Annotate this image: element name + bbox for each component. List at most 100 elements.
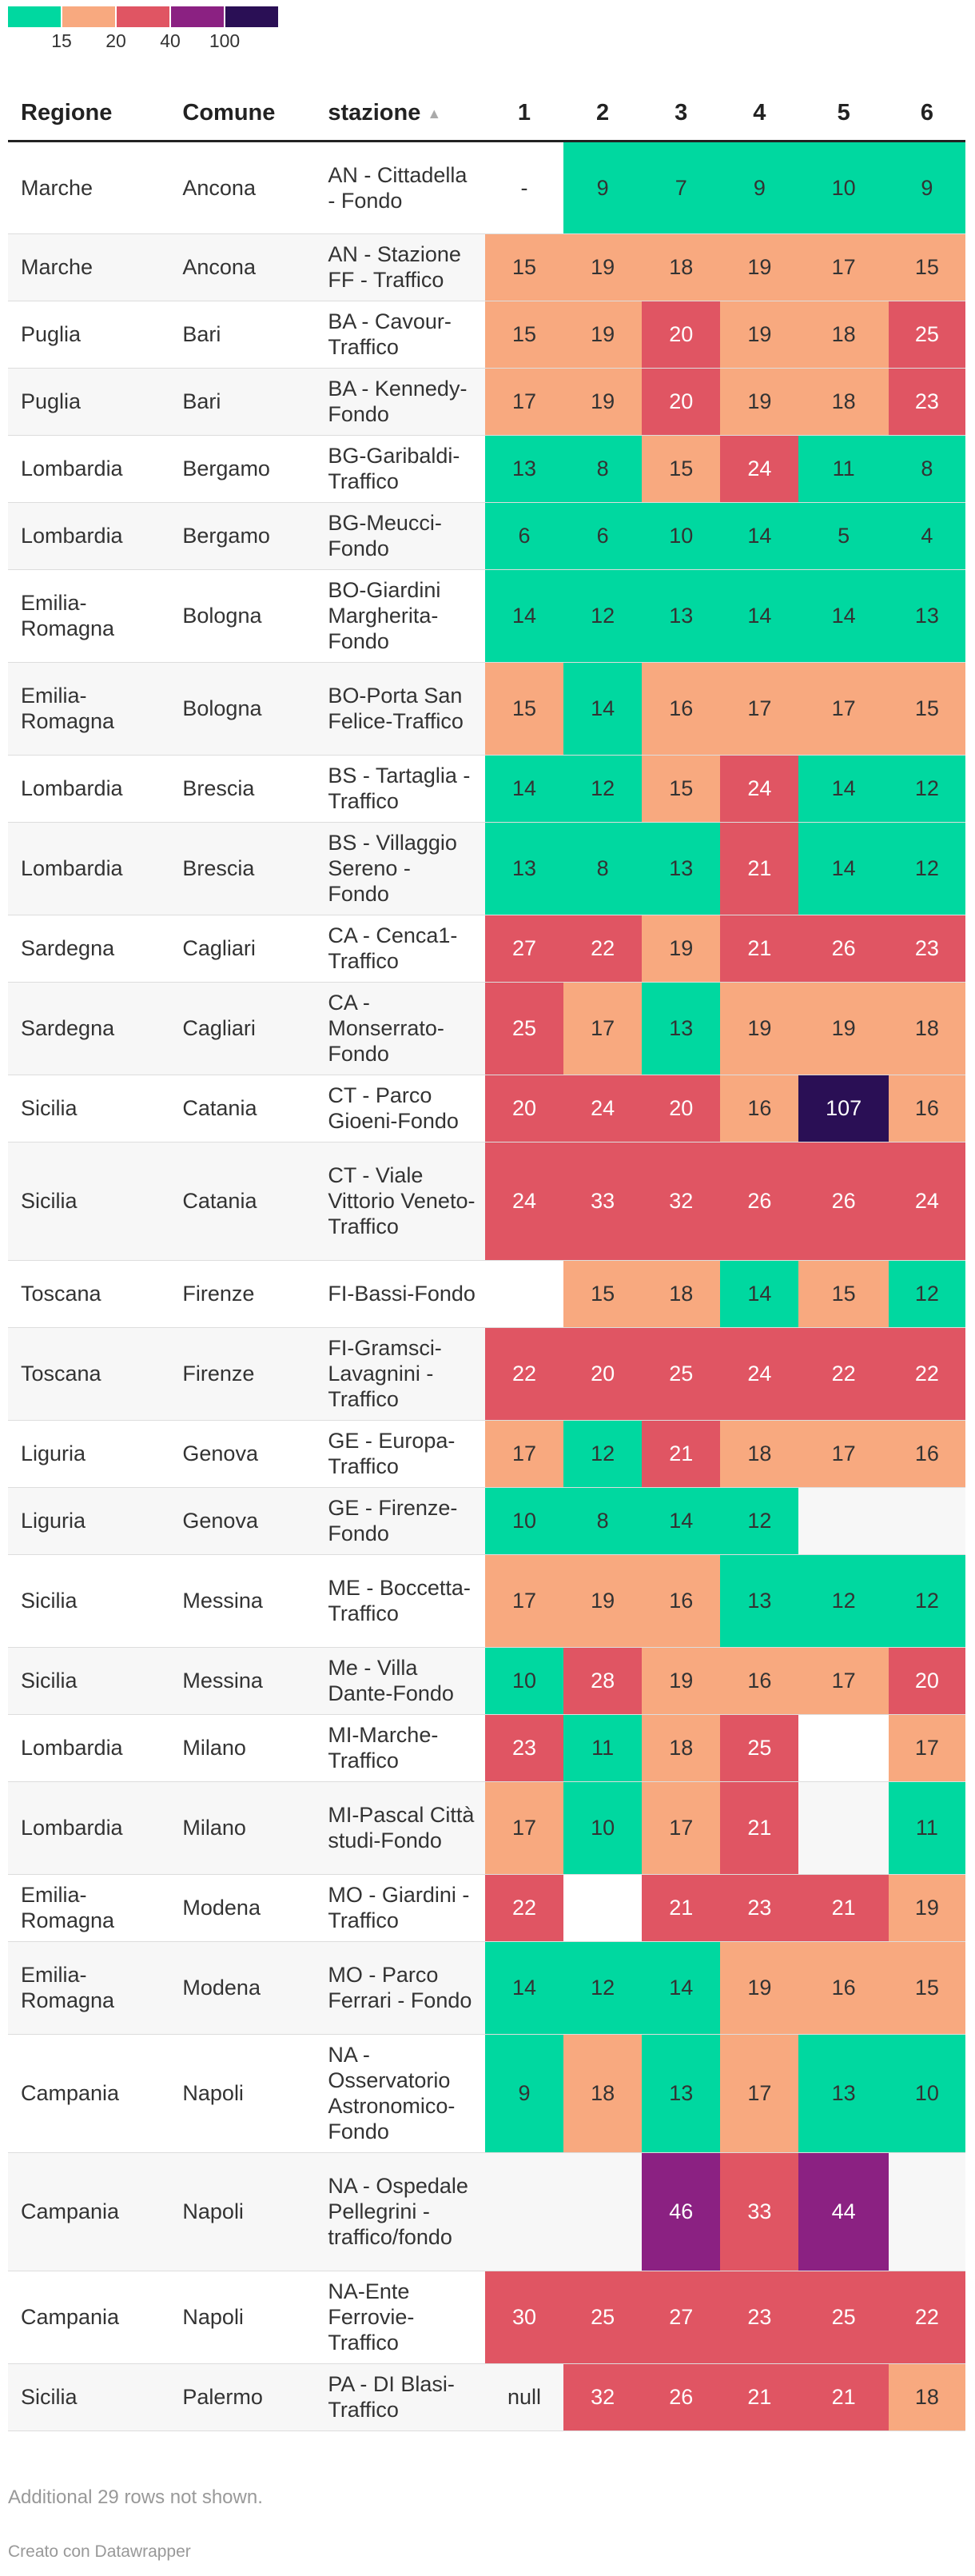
cell-comune: Bergamo	[169, 502, 316, 570]
cell-value-4: 9	[720, 141, 799, 234]
cell-comune: Bari	[169, 368, 316, 436]
legend-tick-label: 40	[160, 30, 181, 51]
table-row: Lombardia Bergamo BG-Garibaldi-Traffico 13 8…	[8, 435, 965, 503]
column-header-comune[interactable]: Comune	[169, 86, 316, 142]
cell-value-4: 23	[720, 1874, 799, 1942]
legend-tick-label: 20	[105, 30, 126, 51]
cell-value-3: 15	[642, 435, 721, 503]
cell-value-4: 17	[720, 2034, 799, 2153]
table-row: Sicilia Palermo PA - DI Blasi-Traffico null…	[8, 2363, 965, 2431]
cell-comune: Bari	[169, 301, 316, 369]
cell-value-5: 15	[798, 1260, 889, 1328]
cell-value-3: 10	[642, 502, 721, 570]
cell-value-6	[888, 2152, 965, 2271]
cell-regione: Campania	[8, 2271, 170, 2364]
table-row: Toscana Firenze FI-Gramsci-Lavagnini - Tra…	[8, 1327, 965, 1421]
table-row: Emilia-Romagna Bologna BO-Giardini Margher…	[8, 569, 965, 663]
cell-value-5: 107	[798, 1075, 889, 1142]
column-header-2[interactable]: 2	[563, 86, 643, 142]
cell-value-3: 18	[642, 1714, 721, 1782]
table-row: Emilia-Romagna Bologna BO-Porta San Felice…	[8, 662, 965, 756]
cell-value-3: 27	[642, 2271, 721, 2364]
cell-stazione: CA - Cenca1-Traffico	[315, 915, 485, 983]
cell-value-5: 11	[798, 435, 889, 503]
cell-value-2: 8	[563, 822, 643, 915]
legend-swatch	[171, 6, 224, 27]
cell-comune: Brescia	[169, 822, 316, 915]
column-header-regione[interactable]: Regione	[8, 86, 170, 142]
table-row: Sardegna Cagliari CA - Monserrato-Fondo 25 1…	[8, 982, 965, 1075]
cell-value-3: 7	[642, 141, 721, 234]
cell-value-3: 13	[642, 2034, 721, 2153]
cell-comune: Messina	[169, 1554, 316, 1648]
cell-value-4: 24	[720, 1327, 799, 1421]
cell-value-3: 19	[642, 1647, 721, 1715]
cell-stazione: BO-Porta San Felice-Traffico	[315, 662, 485, 756]
cell-stazione: CT - Viale Vittorio Veneto-Traffico	[315, 1142, 485, 1261]
table-row: Campania Napoli NA - Ospedale Pellegrini -…	[8, 2152, 965, 2271]
table-row: Lombardia Bergamo BG-Meucci-Fondo 6 6 10 14 5 4	[8, 502, 965, 570]
sort-ascending-icon[interactable]: ▲	[427, 105, 442, 122]
cell-comune: Genova	[169, 1420, 316, 1488]
cell-value-1: 17	[484, 1781, 564, 1875]
column-header-1[interactable]: 1	[484, 86, 564, 142]
cell-comune: Ancona	[169, 141, 316, 234]
cell-value-4: 19	[720, 233, 799, 301]
cell-value-2: 25	[563, 2271, 643, 2364]
cell-value-3: 18	[642, 233, 721, 301]
table-row: Sicilia Catania CT - Viale Vittorio Veneto…	[8, 1142, 965, 1261]
cell-comune: Genova	[169, 1487, 316, 1555]
column-header-3[interactable]: 3	[642, 86, 721, 142]
cell-comune: Napoli	[169, 2034, 316, 2153]
cell-regione: Emilia-Romagna	[8, 1941, 170, 2035]
cell-value-6: 18	[888, 2363, 965, 2431]
cell-value-3: 13	[642, 822, 721, 915]
footnote-rows-hidden: Additional 29 rows not shown.	[8, 2486, 263, 2508]
column-header-stazione[interactable]: stazione ▲	[315, 86, 485, 142]
cell-value-5: 26	[798, 1142, 889, 1261]
cell-comune: Modena	[169, 1874, 316, 1942]
cell-stazione: FI-Gramsci-Lavagnini - Traffico	[315, 1327, 485, 1421]
cell-value-6: 23	[888, 915, 965, 983]
cell-value-5: 12	[798, 1554, 889, 1648]
cell-value-6: 20	[888, 1647, 965, 1715]
cell-value-3: 21	[642, 1420, 721, 1488]
cell-comune: Firenze	[169, 1327, 316, 1421]
cell-value-3: 16	[642, 1554, 721, 1648]
cell-value-2: 19	[563, 1554, 643, 1648]
cell-value-5: 5	[798, 502, 889, 570]
cell-value-2: 8	[563, 435, 643, 503]
cell-comune: Firenze	[169, 1260, 316, 1328]
cell-comune: Milano	[169, 1781, 316, 1875]
cell-value-1: 22	[484, 1874, 564, 1942]
cell-value-2	[563, 1874, 643, 1942]
cell-value-4: 14	[720, 569, 799, 663]
column-header-4[interactable]: 4	[720, 86, 799, 142]
cell-regione: Marche	[8, 141, 170, 234]
column-header-5[interactable]: 5	[798, 86, 889, 142]
cell-value-3: 17	[642, 1781, 721, 1875]
cell-value-5: 44	[798, 2152, 889, 2271]
credit-link[interactable]: Creato con Datawrapper	[8, 2542, 191, 2561]
cell-stazione: BS - Villaggio Sereno - Fondo	[315, 822, 485, 915]
cell-value-5: 26	[798, 915, 889, 983]
cell-value-5	[798, 1487, 889, 1555]
cell-regione: Marche	[8, 233, 170, 301]
cell-value-2: 9	[563, 141, 643, 234]
cell-value-6: 24	[888, 1142, 965, 1261]
cell-value-6: 15	[888, 1941, 965, 2035]
table-row: Campania Napoli NA-Ente Ferrovie-Traffico 3…	[8, 2271, 965, 2364]
color-legend: 15 20 40 100	[8, 6, 280, 51]
column-header-6[interactable]: 6	[888, 86, 965, 142]
cell-value-2: 6	[563, 502, 643, 570]
cell-comune: Napoli	[169, 2271, 316, 2364]
cell-stazione: BA - Kennedy-Fondo	[315, 368, 485, 436]
cell-value-6: 10	[888, 2034, 965, 2153]
cell-stazione: BA - Cavour-Traffico	[315, 301, 485, 369]
cell-value-4: 12	[720, 1487, 799, 1555]
cell-regione: Sicilia	[8, 2363, 170, 2431]
cell-value-5: 18	[798, 301, 889, 369]
cell-value-6: 11	[888, 1781, 965, 1875]
cell-value-1: -	[484, 141, 564, 234]
cell-value-3: 32	[642, 1142, 721, 1261]
